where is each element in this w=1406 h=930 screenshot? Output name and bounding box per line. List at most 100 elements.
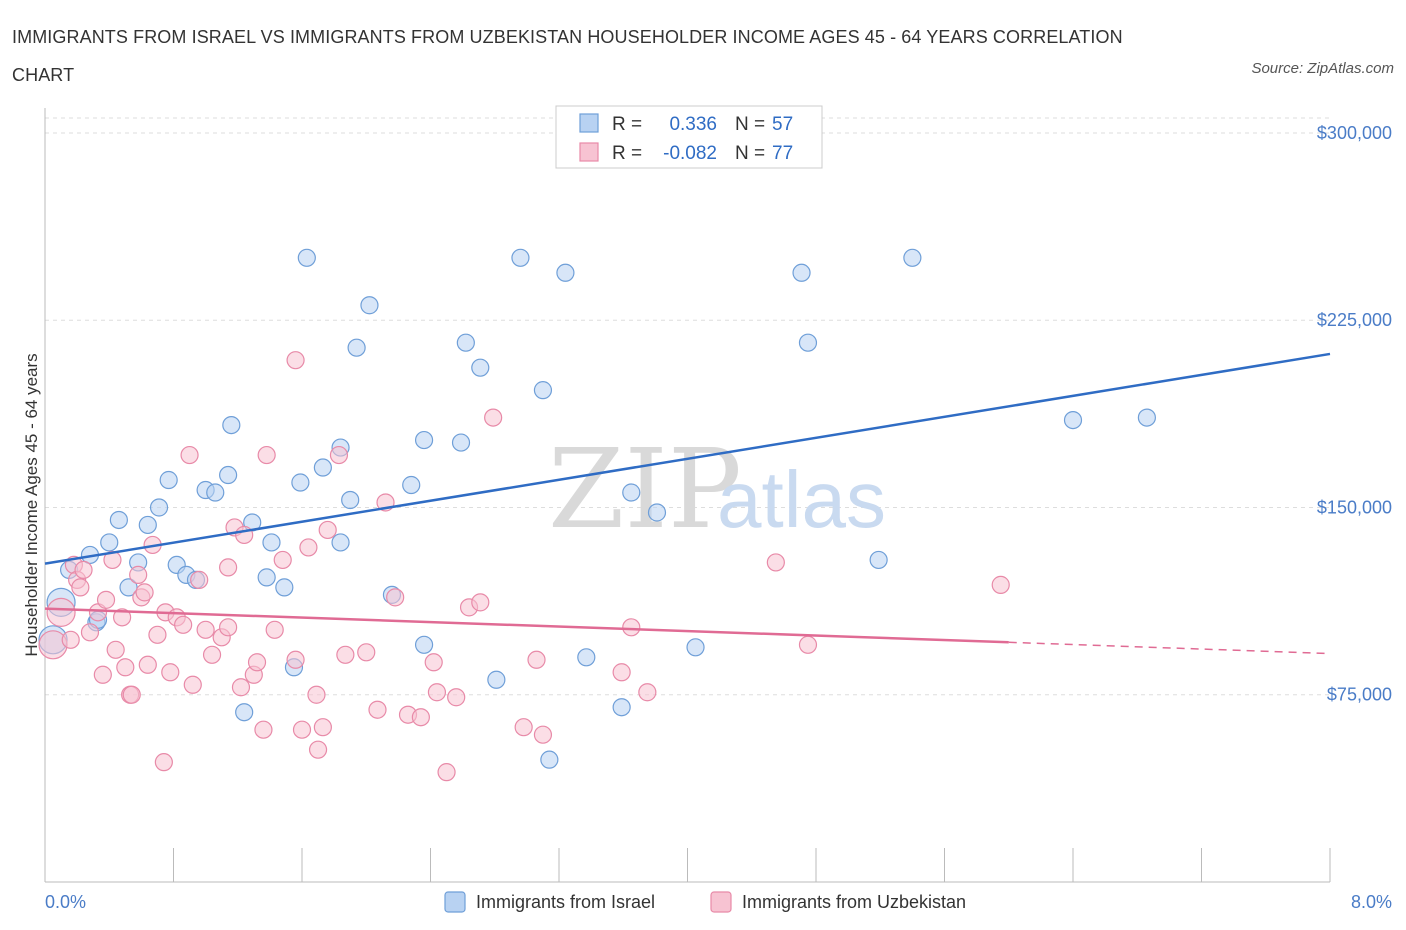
point-israel-4 [100,533,119,552]
legend-n-value-israel: 57 [772,114,793,135]
point-uzbekistan-36 [247,653,267,672]
point-uzbekistan-69 [798,635,818,654]
point-uzbekistan-22 [161,663,180,682]
legend-swatch-israel [579,113,599,133]
point-uzbekistan-44 [307,685,326,704]
y-tick-label-0: $75,000 [1327,685,1392,705]
chart-title: IMMIGRANTS FROM ISRAEL VS IMMIGRANTS FRO… [12,27,1123,85]
point-uzbekistan-24 [174,615,193,634]
point-uzbekistan-8 [93,665,112,684]
point-israel-40 [511,248,530,267]
point-israel-30 [347,338,366,357]
point-israel-9 [149,498,169,517]
y-axis-label: Householder Income Ages 45 - 64 years [22,353,41,656]
point-israel-25 [297,248,316,267]
point-israel-45 [612,698,631,717]
grid [45,117,1330,696]
point-uzbekistan-26 [183,675,202,694]
point-uzbekistan-70 [991,575,1010,594]
point-israel-52 [903,248,922,267]
point-uzbekistan-47 [329,445,349,465]
point-israel-24 [291,473,310,492]
point-uzbekistan-6 [80,623,100,642]
bottom-legend-swatch-uzbekistan [710,891,732,913]
point-uzbekistan-11 [106,640,125,659]
legend-r-label-israel: R = [612,114,642,135]
point-uzbekistan-66 [622,618,641,637]
point-israel-36 [451,433,471,452]
axes [44,108,1331,883]
point-uzbekistan-58 [447,688,466,707]
point-israel-16 [219,465,238,485]
point-israel-33 [402,475,421,495]
point-uzbekistan-37 [254,720,273,739]
watermark-zip: ZIP [548,425,742,553]
point-uzbekistan-56 [427,683,447,702]
bottom-legend-swatch-israel [444,891,466,913]
point-uzbekistan-64 [533,725,553,744]
y-tick-label-3: $300,000 [1317,123,1392,143]
point-uzbekistan-33 [231,678,251,697]
point-uzbekistan-61 [484,408,503,427]
trend-line-israel [44,352,1331,565]
point-uzbekistan-50 [368,700,387,719]
point-uzbekistan-49 [357,643,376,662]
point-uzbekistan-63 [527,650,546,669]
point-israel-54 [1137,408,1156,427]
point-uzbekistan-46 [318,520,337,540]
y-tick-label-1: $150,000 [1317,497,1392,517]
point-israel-53 [1063,410,1083,430]
point-israel-39 [487,670,506,689]
point-uzbekistan-65 [612,663,631,682]
watermark-atlas: atlas [717,455,886,544]
point-uzbekistan-62 [514,718,533,737]
point-uzbekistan-40 [273,550,292,570]
watermark: ZIP atlas [548,425,886,553]
point-israel-37 [456,333,475,352]
point-israel-22 [275,578,294,597]
point-uzbekistan-25 [180,445,199,465]
legend-box [555,105,823,169]
x-tick-label-max: 8.0% [1351,892,1392,912]
y-tick-label-2: $225,000 [1317,310,1392,330]
point-uzbekistan-39 [265,620,284,639]
trend-line-uzbekistan [44,607,1009,644]
point-uzbekistan-29 [202,645,222,664]
point-israel-5 [109,510,128,530]
point-uzbekistan-71 [286,351,305,370]
point-uzbekistan-73 [154,753,173,772]
point-uzbekistan-20 [148,625,167,644]
point-uzbekistan-52 [386,588,405,607]
point-uzbekistan-48 [336,645,355,664]
point-uzbekistan-17 [135,583,154,602]
point-uzbekistan-15 [129,565,148,584]
point-uzbekistan-54 [411,708,430,727]
point-israel-15 [206,483,225,502]
point-uzbekistan-68 [766,553,785,572]
point-israel-43 [556,263,575,282]
point-uzbekistan-45 [313,718,332,737]
bottom-legend-label-israel: Immigrants from Israel [476,892,655,912]
point-israel-38 [471,358,490,377]
point-uzbekistan-31 [219,558,238,577]
point-israel-51 [869,550,888,570]
point-israel-28 [331,533,350,552]
source-label: Source: ZipAtlas.com [1251,60,1394,77]
point-israel-47 [647,503,667,522]
point-uzbekistan-18 [138,655,157,674]
legend-r-value-uzbekistan: -0.082 [663,143,717,164]
point-israel-49 [792,263,811,282]
point-israel-35 [414,635,434,654]
point-uzbekistan-55 [424,653,443,672]
point-uzbekistan-42 [292,720,312,739]
point-uzbekistan-72 [219,618,238,637]
bottom-legend: Immigrants from Israel Immigrants from U… [444,891,966,913]
point-israel-50 [798,333,818,352]
point-uzbekistan-12 [112,608,132,627]
x-tick-label-min: 0.0% [45,892,86,912]
point-uzbekistan-76 [308,740,328,759]
point-israel-18 [235,703,254,722]
point-israel-31 [360,296,379,315]
point-israel-20 [257,568,276,587]
